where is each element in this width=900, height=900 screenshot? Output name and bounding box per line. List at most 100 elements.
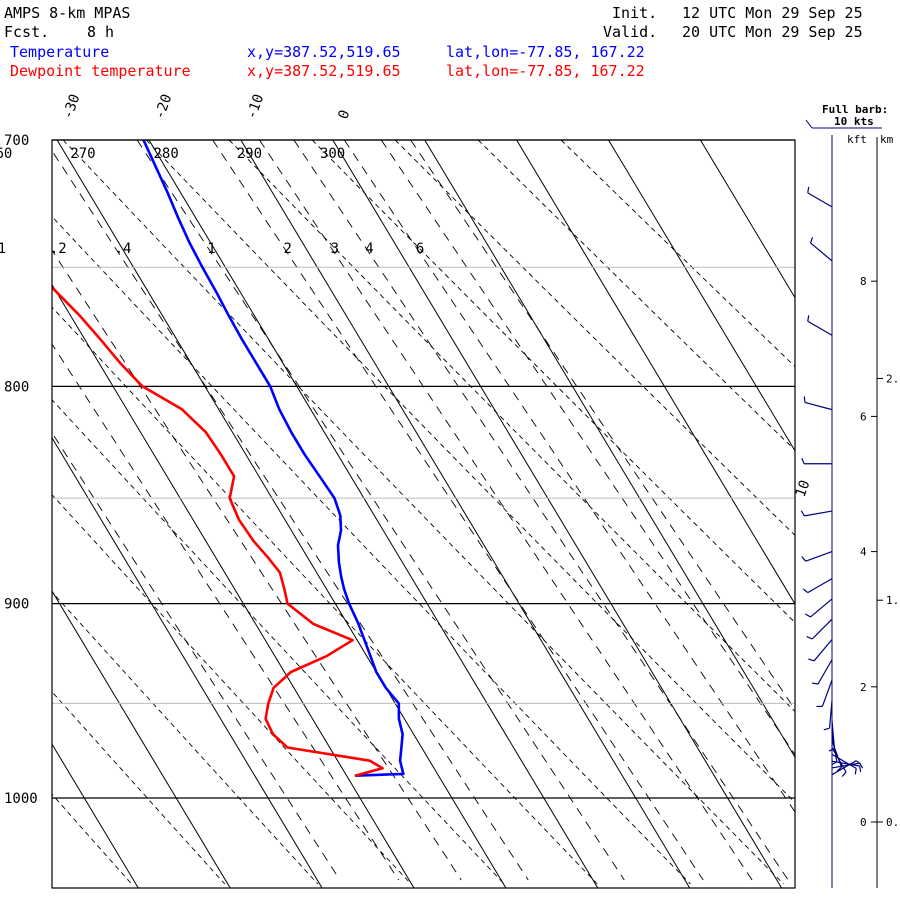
legend-temperature-xy: x,y=387.52,519.65: [247, 43, 401, 61]
wind-barb-feather: [858, 765, 862, 773]
wind-barb-shaft: [805, 551, 833, 562]
theta-label: 260: [0, 146, 12, 162]
mixing-ratio-line: [410, 140, 795, 711]
pressure-tick-label: 700: [4, 133, 29, 149]
wind-barb-feather: [809, 237, 814, 244]
wind-barb-shaft: [810, 242, 833, 262]
plot-frame: [51, 139, 796, 889]
wind-barb-feather: [800, 510, 805, 517]
theta-label: 270: [70, 146, 95, 162]
wind-barb-feather: [808, 658, 815, 662]
isotherm-line: [699, 140, 795, 299]
pressure-tick-label: 800: [4, 379, 29, 395]
wind-barb-shaft: [813, 639, 833, 662]
wind-barb-feather: [811, 682, 819, 685]
kft-tick-label: 0: [860, 816, 867, 829]
wind-barb-feather: [831, 761, 838, 766]
km-tick-label: 0.: [886, 816, 899, 829]
isotherm-line: [52, 283, 415, 888]
km-label: km: [880, 133, 894, 146]
dry-adiabat-line: [52, 494, 412, 885]
mixing-ratio-line: [212, 140, 704, 881]
wind-barb-shaft: [811, 618, 833, 640]
legend-temperature: Temperature: [10, 43, 109, 61]
dry-adiabat-line: [311, 140, 795, 624]
mixing-ratio-label: .2: [50, 241, 67, 257]
wind-barb-shaft: [821, 679, 833, 707]
wind-barb-shaft: [817, 659, 833, 685]
fcst-label: Fcst.: [4, 23, 49, 41]
legend-temperature-latlon: lat,lon=-77.85, 167.22: [446, 43, 645, 61]
kft-tick-label: 2: [860, 681, 867, 694]
wind-barb-feather: [841, 771, 847, 777]
wind-barb-feather: [859, 762, 864, 769]
barb-legend-speed: 10 kts: [834, 115, 874, 128]
wind-barb-feather: [802, 588, 809, 594]
dry-adiabat-line: [52, 306, 598, 885]
dry-adiabat-line: [52, 215, 691, 885]
mixing-ratio-label: 3: [331, 241, 339, 257]
dry-adiabat-line: [145, 140, 795, 804]
wind-barb-feather: [807, 315, 810, 322]
temperature-tick-label: 10: [793, 478, 814, 499]
kft-tick-label: 8: [860, 275, 867, 288]
mixing-ratio-line: [52, 343, 399, 881]
wind-barb-feather: [801, 457, 805, 464]
wind-barb-feather: [854, 768, 857, 775]
init-label: Init.: [612, 4, 657, 22]
wind-barb-feather: [807, 186, 810, 193]
mixing-ratio-line: [380, 140, 795, 756]
theta-label: 290: [237, 146, 262, 162]
kft-tick-label: 6: [860, 410, 867, 423]
wind-barb-shaft: [831, 762, 860, 769]
dewpoint-line: [52, 285, 384, 777]
wind-barb-shaft: [807, 578, 833, 594]
wind-barb-shaft: [807, 192, 833, 208]
isotherm-line: [608, 140, 795, 452]
valid-label: Valid.: [603, 23, 657, 41]
dry-adiabat-line: [62, 140, 784, 885]
isotherm-line: [52, 743, 139, 888]
wind-barb-shaft: [831, 720, 836, 749]
wind-barb-shaft: [804, 401, 833, 411]
mixing-ratio-line: [52, 150, 529, 881]
wind-barb-feather: [801, 556, 807, 562]
wind-barbs: [800, 135, 864, 888]
wind-barb-shaft: [810, 598, 833, 618]
kft-label: kft: [847, 133, 867, 146]
theta-label: 280: [153, 146, 178, 162]
dry-adiabat-line: [52, 591, 319, 885]
barb-legend-title: Full barb:: [822, 103, 888, 116]
pressure-tick-label: 1000: [4, 791, 38, 807]
legend-dewpoint-latlon: lat,lon=-77.85, 167.22: [446, 62, 645, 80]
temperature-line: [142, 140, 405, 777]
mixing-ratio-label: 4: [365, 241, 373, 257]
mixing-ratio-line: [52, 432, 341, 881]
mixing-ratio-label: 2: [283, 241, 291, 257]
mixing-ratio-label: 1: [207, 241, 215, 257]
isotherm-line: [240, 140, 691, 888]
mixing-ratio-label: .1: [0, 241, 6, 257]
barb-legend-flag: [805, 119, 813, 129]
wind-barb-feather: [806, 635, 813, 640]
height-axis-ticks: 0 2 4 6 8 0. 1. 2.: [860, 275, 899, 829]
isotherm-line: [424, 140, 795, 759]
fcst-value: 8 h: [87, 23, 114, 41]
legend-dewpoint-xy: x,y=387.52,519.65: [247, 62, 401, 80]
wind-barb-feather: [805, 613, 811, 618]
wind-barb-feather: [828, 747, 835, 752]
mixing-ratio-label: 6: [416, 241, 424, 257]
dry-adiabat-line: [394, 140, 795, 536]
model-title: AMPS 8-km MPAS: [4, 4, 130, 22]
dry-adiabat-line: [52, 399, 505, 885]
wind-barb-feather: [823, 727, 830, 731]
isotherm-line: [516, 140, 795, 605]
kft-tick-label: 4: [860, 546, 867, 559]
mixing-ratio-line: [343, 140, 795, 813]
legend-dewpoint: Dewpoint temperature: [10, 62, 191, 80]
isotherm-line: [332, 140, 783, 888]
km-tick-label: 2.: [886, 372, 899, 385]
mixing-ratio-line: [259, 140, 753, 881]
sounding-series: [52, 140, 405, 777]
